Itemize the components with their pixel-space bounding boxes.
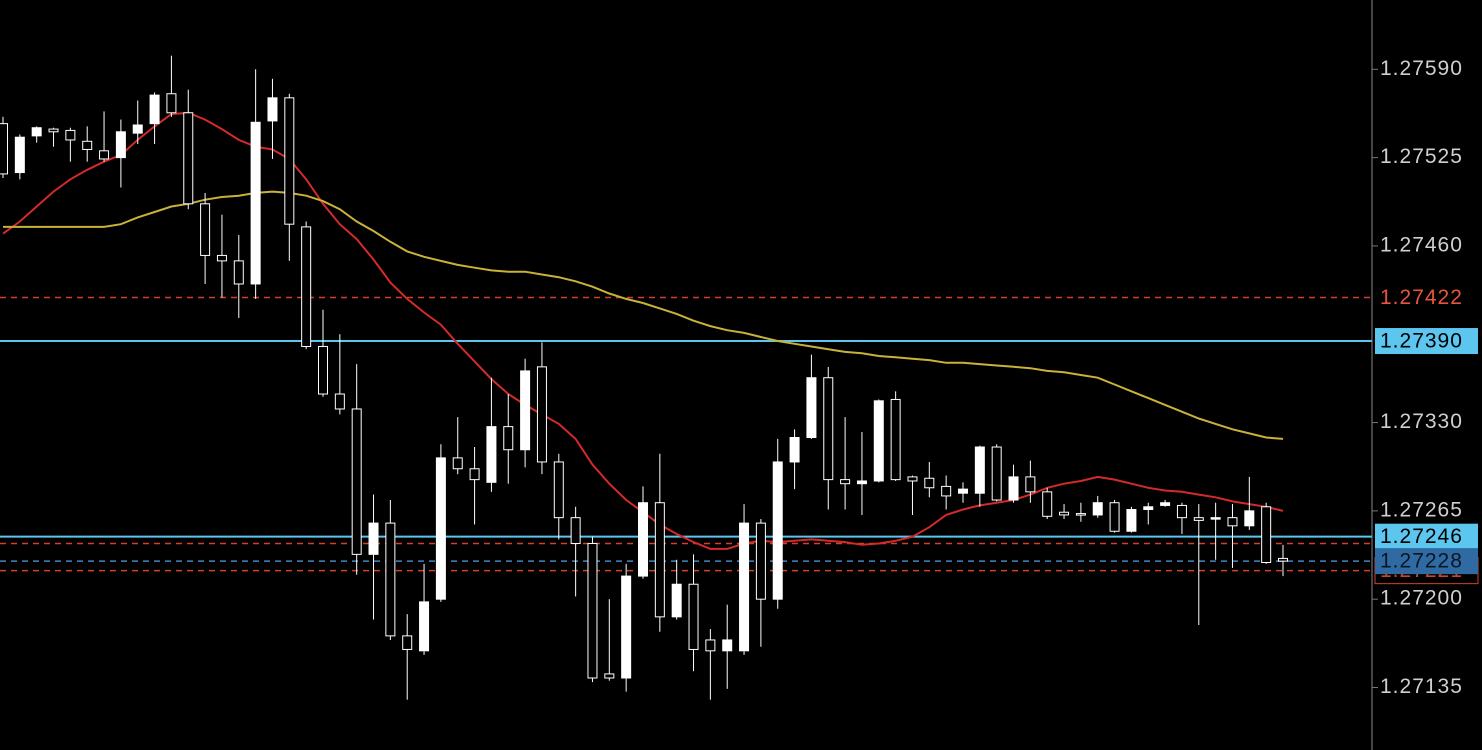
candle-body: [654, 502, 665, 618]
candle-body: [385, 522, 396, 637]
moving-average: [3, 190, 1284, 440]
candle-body: [1126, 509, 1137, 532]
candle-body: [789, 437, 800, 463]
candle-body: [553, 461, 564, 519]
candle-body: [284, 97, 295, 225]
candle-body: [755, 522, 766, 600]
candle-body: [183, 112, 194, 205]
candle-body: [1176, 504, 1187, 519]
candle-body: [200, 203, 211, 256]
y-tick-label: 1.27200: [1380, 587, 1463, 610]
y-tick-label: 1.27265: [1380, 498, 1463, 521]
candle-body: [1109, 502, 1120, 532]
candle-body: [1042, 491, 1053, 517]
candle-body: [368, 522, 379, 555]
candle-body: [587, 542, 598, 679]
candle-body: [65, 129, 76, 141]
candle-body: [671, 583, 682, 618]
candle-body: [132, 124, 143, 134]
candle-body: [1008, 476, 1019, 501]
level-tag: [1375, 523, 1478, 550]
candle-body: [536, 366, 547, 463]
candle-body: [991, 446, 1002, 501]
candle-body: [924, 477, 935, 489]
level-tag: [1375, 548, 1478, 575]
candle-body: [1193, 517, 1204, 521]
candle-body: [1143, 506, 1154, 511]
candle-body: [48, 128, 59, 133]
candle-body: [318, 345, 328, 395]
candle-body: [856, 480, 867, 485]
candle-body: [772, 461, 783, 600]
candle-body: [688, 583, 699, 650]
candle-body: [806, 377, 817, 438]
candle-body: [233, 260, 244, 285]
candle-body: [705, 639, 716, 652]
candle-body: [1075, 513, 1086, 516]
candle-body: [351, 408, 362, 555]
candle-body: [250, 121, 261, 285]
level-label: 1.27228: [1380, 550, 1463, 573]
level-label: 1.27246: [1380, 525, 1463, 548]
candle-body: [1227, 517, 1238, 527]
level-label: 1.27422: [1380, 286, 1463, 309]
candle-body: [722, 639, 733, 652]
candle-body: [1244, 510, 1255, 527]
candle-body: [823, 377, 834, 481]
candle-body: [267, 97, 278, 122]
level-label: 1.27390: [1380, 330, 1463, 353]
candle-body: [1160, 502, 1171, 506]
candle-body: [1092, 502, 1103, 516]
candle-body: [739, 522, 750, 652]
candle-body: [873, 400, 884, 482]
candle-body: [419, 601, 430, 652]
y-tick-label: 1.27460: [1380, 233, 1463, 256]
level-tag: [1375, 328, 1478, 355]
candle-body: [31, 127, 42, 137]
candle-body: [334, 393, 345, 410]
candle-body: [486, 426, 497, 483]
candle-body: [570, 517, 581, 544]
candle-body: [958, 488, 968, 494]
candle-body: [435, 457, 446, 600]
y-tick-label: 1.27135: [1380, 675, 1463, 698]
candle-body: [621, 575, 632, 679]
candle-body: [469, 468, 480, 481]
candle-body: [907, 476, 918, 482]
candle-body: [1025, 476, 1036, 493]
candle-body: [1059, 511, 1070, 516]
candle-body: [82, 140, 93, 150]
candle-body: [99, 150, 110, 160]
candle-body: [974, 446, 985, 494]
candle-body: [166, 93, 177, 114]
candle-body: [890, 398, 901, 481]
candle-body: [503, 426, 514, 451]
candle-body: [402, 635, 413, 650]
y-tick-label: 1.27590: [1380, 57, 1463, 80]
candle-body: [941, 485, 952, 497]
candle-body: [301, 226, 312, 347]
candle-body: [0, 123, 8, 175]
candle-body: [14, 136, 25, 174]
candle-body: [1278, 557, 1288, 562]
candle-body: [604, 673, 615, 679]
y-tick-label: 1.27330: [1380, 410, 1463, 433]
candle-body: [840, 479, 851, 485]
candle-body: [1261, 506, 1272, 564]
candle-body: [1210, 517, 1221, 520]
candle-body: [216, 254, 227, 262]
candle-body: [115, 131, 126, 159]
candle-body: [452, 457, 463, 470]
y-tick-label: 1.27525: [1380, 145, 1463, 168]
candle-body: [520, 370, 531, 451]
candle-body: [638, 502, 648, 577]
candle-body: [149, 94, 160, 125]
